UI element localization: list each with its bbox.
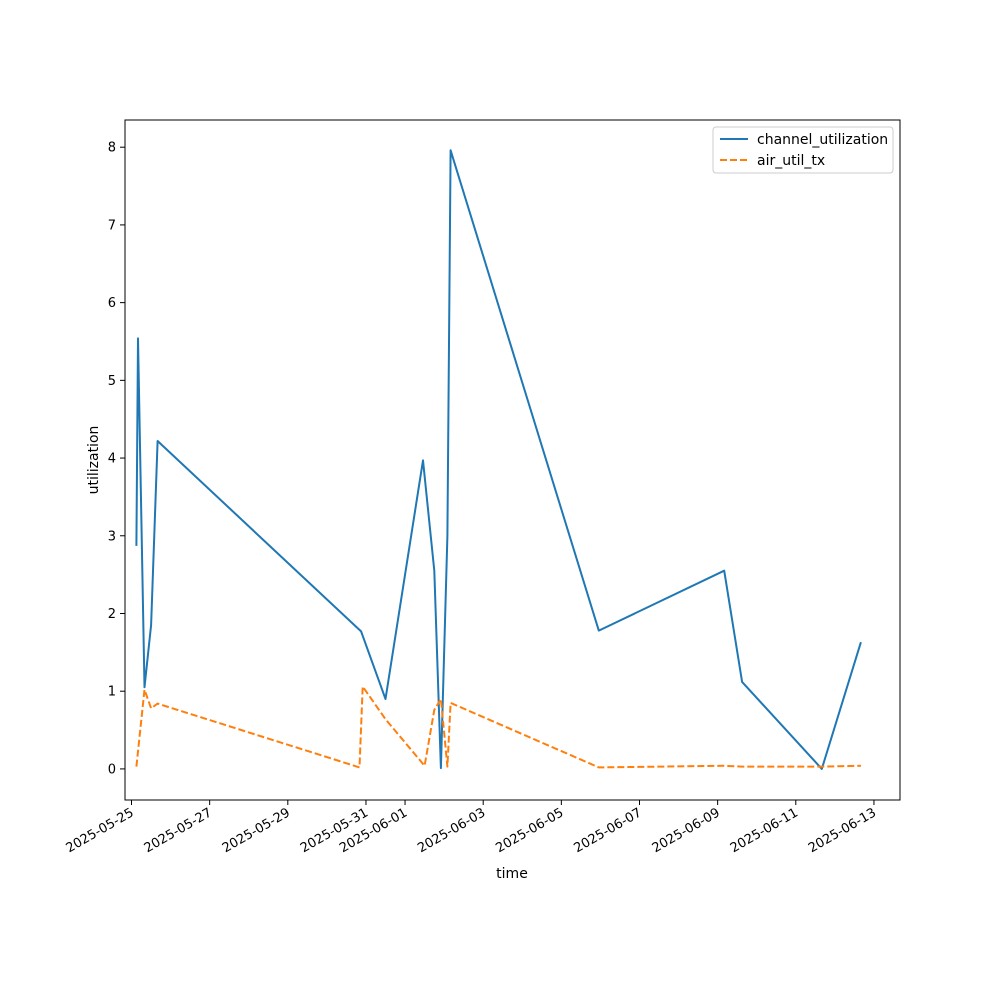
y-tick-label: 5 <box>108 374 116 389</box>
legend-label-channel_utilization: channel_utilization <box>757 132 888 148</box>
legend: channel_utilization air_util_tx <box>712 126 894 174</box>
legend-box <box>712 126 894 174</box>
y-tick-label: 0 <box>108 762 116 777</box>
plot-area <box>125 120 900 800</box>
y-tick-label: 4 <box>108 452 116 467</box>
x-axis-label: time <box>496 866 528 882</box>
y-axis-label: utilization <box>86 426 102 495</box>
series-channel_utilization <box>135 149 862 770</box>
y-tick-label: 8 <box>108 141 116 156</box>
plot-frame <box>124 119 901 801</box>
legend-label-air_util_tx: air_util_tx <box>757 153 825 169</box>
y-tick-label: 1 <box>108 685 116 700</box>
y-tick-label: 3 <box>108 529 116 544</box>
series-line-channel_utilization <box>135 149 862 770</box>
series-line-air_util_tx <box>135 685 861 769</box>
series-air_util_tx <box>135 685 861 769</box>
y-tick-label: 6 <box>108 296 116 311</box>
series-layer <box>135 149 862 770</box>
y-tick-label: 2 <box>108 607 116 622</box>
y-axis: 0 1 2 3 4 5 6 7 8 <box>108 141 125 777</box>
y-tick-label: 7 <box>108 218 116 233</box>
